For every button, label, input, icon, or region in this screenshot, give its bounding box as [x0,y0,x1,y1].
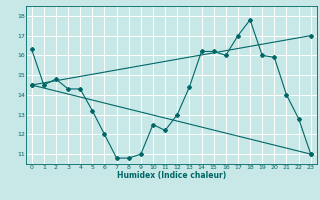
X-axis label: Humidex (Indice chaleur): Humidex (Indice chaleur) [116,171,226,180]
